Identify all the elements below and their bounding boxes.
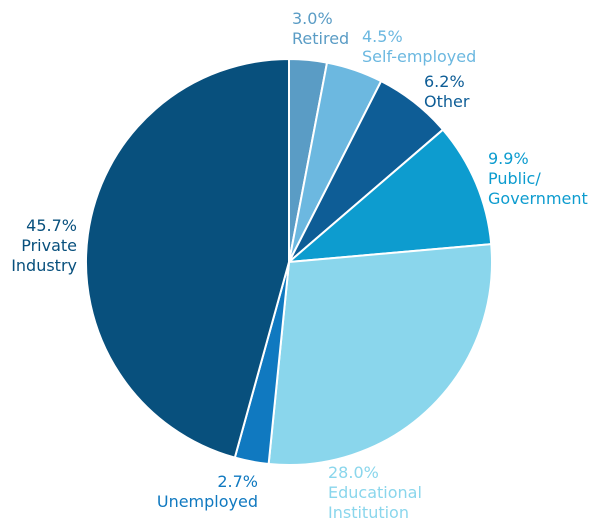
pie-labels: 3.0%Retired 4.5%Self-employed 6.2%Other 9.9… xyxy=(11,9,588,522)
slice-value-label: 9.9% xyxy=(488,149,529,168)
slice-value-label: 3.0% xyxy=(292,9,333,28)
slice-value-label: 45.7% xyxy=(26,216,77,235)
slice-category-label: Public/ xyxy=(488,169,541,188)
slice-category-label: Institution xyxy=(328,503,409,522)
slice-label-retired: 3.0%Retired xyxy=(292,9,349,48)
slice-label-self-employed: 4.5%Self-employed xyxy=(362,27,476,66)
slice-label-other: 6.2%Other xyxy=(424,72,470,111)
slice-category-label: Self-employed xyxy=(362,47,476,66)
pie-slice-educational-institution xyxy=(267,243,493,466)
slice-label-public-government: 9.9%Public/Government xyxy=(488,149,588,208)
slice-category-label: Educational xyxy=(328,483,422,502)
pie-slices xyxy=(85,57,493,466)
slice-category-label: Government xyxy=(488,189,588,208)
slice-category-label: Other xyxy=(424,92,470,111)
slice-value-label: 28.0% xyxy=(328,463,379,482)
slice-category-label: Unemployed xyxy=(157,492,258,511)
slice-label-unemployed: 2.7%Unemployed xyxy=(157,472,258,511)
slice-category-label: Private xyxy=(21,236,77,255)
slice-value-label: 4.5% xyxy=(362,27,403,46)
pie-slice-public-government xyxy=(285,128,493,264)
slice-value-label: 2.7% xyxy=(217,472,258,491)
slice-category-label: Industry xyxy=(11,256,77,275)
slice-value-label: 6.2% xyxy=(424,72,465,91)
slice-category-label: Retired xyxy=(292,29,349,48)
pie-slice-private-industry xyxy=(85,57,290,459)
